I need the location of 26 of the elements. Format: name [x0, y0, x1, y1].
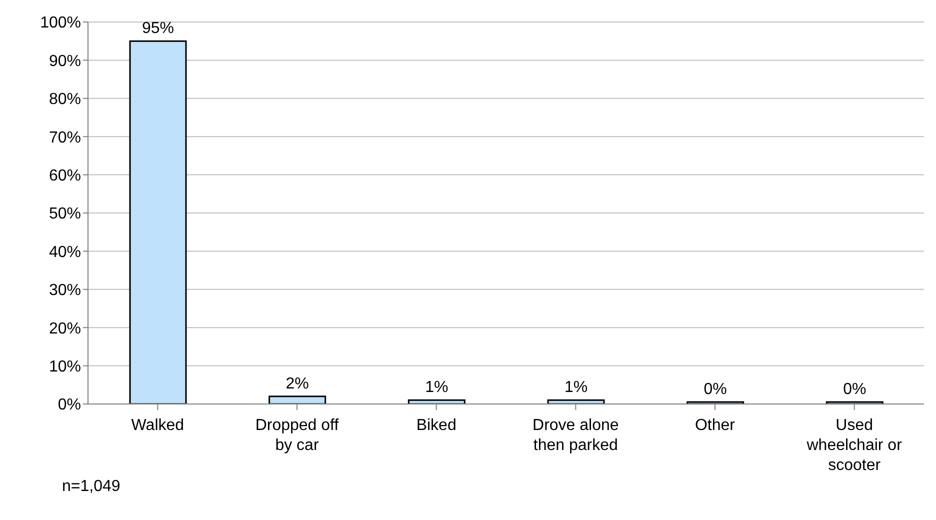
data-label: 1%: [425, 379, 448, 396]
y-tick-label: 90%: [48, 52, 81, 70]
x-tick-label: Walked: [131, 417, 184, 434]
text: n=1,049: [62, 478, 120, 496]
bar: [129, 40, 187, 404]
bar: [268, 396, 326, 404]
x-tick-label: Dropped off by car: [255, 417, 340, 454]
y-tick-label: 0%: [58, 396, 81, 414]
data-label: 2%: [286, 375, 309, 392]
y-tick-label: 40%: [48, 244, 81, 261]
x-tick-label: Drove alone then parked: [532, 417, 619, 454]
data-label: 0%: [704, 381, 727, 398]
x-tick-label: Used wheelchair or scooter: [806, 417, 903, 474]
y-tick-label: 30%: [48, 282, 81, 300]
data-label: 1%: [564, 379, 588, 396]
y-tick-label: 100%: [40, 14, 81, 32]
y-tick-label: 60%: [48, 167, 81, 184]
data-label: 95%: [142, 20, 174, 38]
y-tick-label: 80%: [48, 91, 81, 108]
data-label: 0%: [843, 381, 866, 398]
y-tick-label: 70%: [48, 129, 81, 146]
x-tick-label: Other: [694, 417, 736, 434]
y-tick-label: 10%: [48, 358, 81, 376]
x-tick-label: Biked: [416, 417, 456, 434]
y-tick-label: 50%: [48, 206, 81, 223]
y-tick-label: 20%: [48, 320, 81, 338]
